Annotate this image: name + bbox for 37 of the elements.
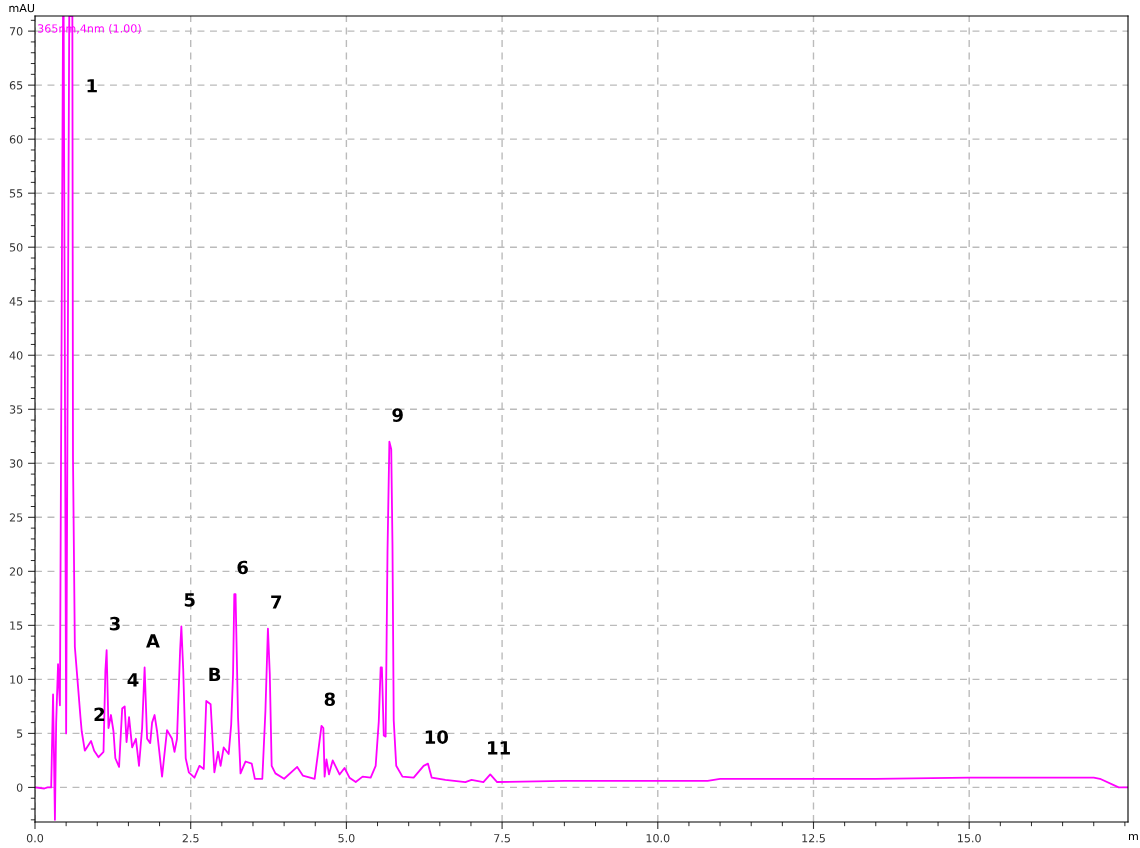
- x-tick-label: 0.0: [26, 834, 44, 843]
- y-tick-label: 20: [9, 567, 23, 576]
- x-tick-label: 2.5: [182, 834, 199, 843]
- annotation: B: [209, 667, 221, 681]
- y-tick-label: 70: [9, 27, 23, 36]
- y-tick-label: 35: [9, 405, 23, 414]
- y-tick-label: 0: [16, 783, 23, 792]
- y-tick-label: 40: [9, 351, 23, 360]
- y-tick-label: 45: [9, 297, 23, 306]
- annotation: 11: [488, 741, 510, 755]
- y-tick-label: 5: [16, 729, 23, 738]
- y-tick-label: 65: [9, 81, 23, 90]
- y-tick-label: 50: [9, 243, 23, 252]
- annotation: 6: [237, 560, 248, 575]
- x-tick-label: 5.0: [338, 834, 355, 843]
- y-tick-label: 60: [9, 135, 23, 144]
- y-tick-label: 15: [10, 621, 23, 630]
- x-tick-label: 15.0: [958, 834, 981, 843]
- y-tick-label: 55: [9, 189, 23, 198]
- annotation: 2: [94, 707, 105, 721]
- x-tick-label: 12.5: [802, 834, 825, 843]
- x-axis-title: m: [1129, 833, 1138, 841]
- y-tick-label: 30: [9, 459, 23, 468]
- annotation: 8: [324, 692, 335, 707]
- y-axis-title: mAU: [9, 3, 35, 13]
- annotation: 4: [127, 673, 139, 687]
- x-tick-label: 7.5: [494, 834, 510, 843]
- x-tick-label: 10.0: [646, 834, 670, 843]
- y-tick-label: 25: [9, 513, 23, 522]
- annotation: 10: [425, 730, 449, 744]
- annotation: 5: [184, 593, 195, 607]
- annotation: 1: [87, 79, 97, 93]
- annotation: 9: [392, 408, 403, 422]
- annotation: 7: [271, 595, 282, 609]
- y-tick-label: 10: [10, 675, 23, 684]
- annotation: A: [146, 634, 160, 648]
- annotation: 3: [109, 616, 120, 631]
